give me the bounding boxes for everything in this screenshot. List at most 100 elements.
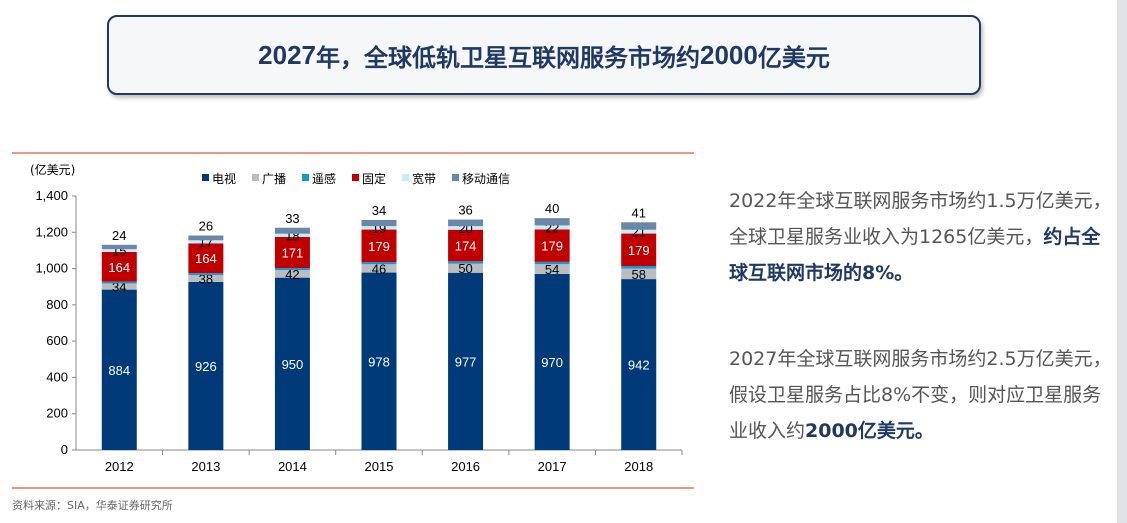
y-tick-label: 200 (46, 406, 68, 421)
bar-segment-tv (448, 272, 484, 450)
x-tick-label: 2015 (365, 459, 394, 474)
legend-label-0: 电视 (212, 171, 236, 186)
side-p1-highlight: 约占全球互联网市场的8%。 (729, 226, 1101, 284)
legend-swatch-5 (452, 174, 459, 181)
bar-segment-broadband (101, 249, 137, 252)
side-p2-highlight: 2000亿美元。 (805, 420, 934, 442)
legend-swatch-3 (352, 174, 359, 181)
bar-segment-tv (101, 289, 137, 450)
data-label-broadcast: 38 (199, 272, 213, 287)
x-tick-label: 2013 (191, 459, 220, 474)
data-label-fixed: 179 (368, 239, 390, 254)
data-label-mobile: 26 (199, 219, 213, 234)
source-note: 资料来源：SIA，华泰证券研究所 (12, 499, 173, 512)
bar-segment-fixed (188, 243, 224, 274)
data-label-tv: 977 (455, 354, 477, 369)
bar-segment-broadband (361, 226, 397, 230)
bar-segment-broadband (534, 225, 570, 230)
bar-segment-tv (534, 274, 570, 450)
data-label-broadcast: 46 (372, 261, 386, 276)
bar-segment-remote (621, 266, 657, 269)
title-banner: 2027 年，全球低轨卫星互联网服务市场约 2000 亿美元 (107, 15, 981, 95)
bar-segment-broadcast (188, 275, 224, 282)
data-label-fixed: 179 (628, 243, 650, 258)
legend-swatch-0 (202, 174, 209, 181)
side-paragraph-2: 2027年全球互联网服务市场约2.5万亿美元，假设卫星服务占比8%不变，则对应卫… (729, 341, 1114, 449)
bar-segment-tv (274, 277, 310, 450)
bar-segment-fixed (361, 229, 397, 263)
data-label-mobile: 41 (631, 205, 645, 220)
bar-segment-broadband (188, 240, 224, 244)
bar-segment-fixed (101, 251, 137, 282)
data-label-tv: 926 (195, 359, 217, 374)
bar-segment-broadcast (274, 270, 310, 278)
bar-segment-broadband (448, 226, 484, 230)
right-edge-strip (1117, 0, 1127, 523)
side-p1-text: 2022年全球互联网服务市场约1.5万亿美元，全球卫星服务业收入为1265亿美元… (729, 190, 1112, 248)
bar-segment-mobile (188, 235, 224, 241)
bar-segment-remote (448, 261, 484, 264)
side-paragraph-1: 2022年全球互联网服务市场约1.5万亿美元，全球卫星服务业收入为1265亿美元… (729, 183, 1114, 291)
bar-segment-broadcast (621, 268, 657, 280)
bar-segment-tv (621, 279, 657, 450)
bar-segment-fixed (534, 229, 570, 262)
bar-segment-mobile (621, 222, 657, 230)
x-tick-label: 2017 (538, 459, 567, 474)
legend-label-2: 遥感 (312, 171, 336, 186)
title-part-year: 2027 (258, 39, 316, 70)
legend-label-5: 移动通信 (462, 172, 510, 186)
legend-label-3: 固定 (362, 171, 386, 186)
legend-swatch-4 (402, 174, 409, 181)
data-label-broadcast: 42 (285, 267, 299, 282)
bar-segment-broadcast (361, 264, 397, 273)
x-tick-label: 2014 (278, 459, 307, 474)
y-tick-label: 0 (61, 442, 68, 457)
data-label-fixed: 174 (455, 239, 477, 254)
bar-segment-remote (188, 273, 224, 276)
data-label-tv: 978 (368, 354, 390, 369)
bar-segment-broadcast (101, 283, 137, 290)
bar-segment-tv (361, 272, 397, 450)
data-label-mobile: 34 (372, 203, 386, 218)
bar-segment-mobile (361, 219, 397, 227)
data-label-fixed: 164 (195, 251, 217, 266)
bar-segment-broadcast (448, 263, 484, 273)
data-label-tv: 950 (282, 357, 304, 372)
data-label-fixed: 179 (541, 239, 563, 254)
bar-segment-broadcast (534, 264, 570, 275)
title-part-amount: 2000 (700, 39, 758, 70)
y-tick-label: 1,400 (35, 188, 68, 203)
y-tick-label: 1,000 (35, 261, 68, 276)
bar-segment-broadband (621, 229, 657, 234)
y-tick-label: 400 (46, 369, 68, 384)
bar-segment-fixed (621, 233, 657, 267)
bar-segment-fixed (274, 237, 310, 269)
side-p2-text: 2027年全球互联网服务市场约2.5万亿美元，假设卫星服务占比8%不变，则对应卫… (729, 348, 1112, 442)
x-tick-label: 2016 (451, 459, 480, 474)
bar-segment-remote (101, 281, 137, 284)
y-tick-label: 1,200 (35, 224, 68, 239)
data-label-fixed: 171 (282, 246, 304, 261)
bar-segment-fixed (448, 229, 484, 262)
data-label-mobile: 36 (458, 203, 472, 218)
legend-swatch-2 (302, 174, 309, 181)
data-label-mobile: 40 (545, 201, 559, 216)
bar-segment-mobile (448, 219, 484, 227)
data-label-broadcast: 58 (631, 267, 645, 282)
data-label-broadcast: 54 (545, 262, 559, 277)
y-tick-label: 800 (46, 297, 68, 312)
x-tick-label: 2018 (624, 459, 653, 474)
bar-segment-mobile (101, 244, 137, 250)
bar-segment-remote (534, 261, 570, 265)
bar-segment-mobile (534, 218, 570, 226)
legend-swatch-1 (252, 174, 259, 181)
stacked-bar-chart: (亿美元) 电视 广播 遥感 固定 宽带 移动通信 0 200 400 600 800 1,000 1,2… (10, 150, 700, 495)
title-part-text2: 亿美元 (757, 43, 830, 72)
chart-svg: (亿美元) 电视 广播 遥感 固定 宽带 移动通信 0 200 400 600 800 1,000 1,2… (12, 152, 694, 489)
x-tick-label: 2012 (105, 459, 134, 474)
bar-segment-mobile (274, 227, 310, 234)
legend-label-4: 宽带 (412, 171, 436, 186)
data-label-mobile: 24 (112, 228, 126, 243)
data-label-broadcast: 50 (458, 261, 472, 276)
bar-segment-remote (361, 262, 397, 265)
